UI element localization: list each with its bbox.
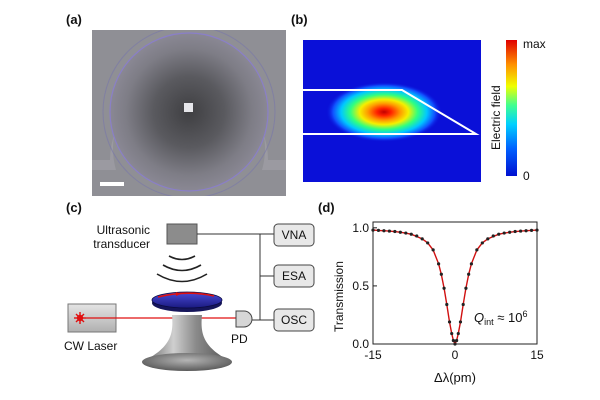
pd-label: PD <box>231 332 248 346</box>
data-point <box>450 331 454 336</box>
data-point <box>398 230 402 234</box>
field-map <box>303 40 517 182</box>
y-tick-label: 0.0 <box>352 337 369 351</box>
vna-box <box>273 223 315 247</box>
data-point <box>437 262 441 266</box>
data-point <box>393 229 397 234</box>
data-point <box>415 234 419 238</box>
data-point <box>439 272 443 276</box>
data-point <box>469 262 473 266</box>
setup-schematic <box>67 223 315 371</box>
data-point <box>529 228 534 232</box>
fit-curve <box>372 229 538 346</box>
data-point <box>453 342 457 346</box>
y-axis-label: Transmission <box>332 261 346 332</box>
vna-label: VNA <box>282 228 307 242</box>
data-point <box>519 229 523 233</box>
colorbar-title: Electric field <box>489 85 503 150</box>
data-point <box>431 248 435 252</box>
data-point <box>458 320 463 324</box>
x-tick-label: -15 <box>364 348 382 362</box>
data-point <box>445 302 449 307</box>
transmission-chart: -15 0 15 0.0 0.5 1.0 <box>352 221 544 362</box>
data-point <box>491 234 495 238</box>
laser-label: CW Laser <box>64 339 117 353</box>
panel-d-label: (d) <box>318 200 335 215</box>
x-axis-label: Δλ(pm) <box>434 370 476 385</box>
osc-label: OSC <box>281 313 307 327</box>
photodetector <box>235 310 253 328</box>
data-point <box>426 241 430 245</box>
x-tick-label: 15 <box>530 348 544 362</box>
panel-b-label: (b) <box>291 12 308 27</box>
data-point <box>455 338 459 343</box>
data-point <box>404 231 408 235</box>
esa-box <box>273 264 315 288</box>
data-point <box>467 272 471 276</box>
colorbar-max-label: max <box>523 37 546 51</box>
plot-frame <box>372 221 538 345</box>
data-point <box>513 229 517 234</box>
y-tick-label: 0.5 <box>352 279 369 293</box>
transducer-label-1: Ultrasonic <box>97 223 150 237</box>
panel-c-label: (c) <box>66 200 82 215</box>
x-tick-label: 0 <box>452 348 459 362</box>
panel-a-label: (a) <box>66 12 82 27</box>
data-point <box>475 248 479 252</box>
data-point <box>447 320 452 324</box>
osc-box <box>273 308 315 332</box>
scale-bar <box>100 182 124 186</box>
data-point <box>409 232 413 236</box>
colorbar <box>506 40 517 176</box>
data-point <box>535 228 539 232</box>
ultrasound-waves <box>156 255 208 283</box>
data-point <box>387 229 391 233</box>
data-point <box>376 228 381 232</box>
center-marker <box>184 103 193 112</box>
colorbar-min-label: 0 <box>523 169 530 183</box>
data-point <box>486 237 490 241</box>
data-point <box>420 237 424 241</box>
q-annotation: Qint ≈ 106 <box>474 309 527 327</box>
esa-label: ESA <box>282 269 306 283</box>
data-point <box>442 286 446 290</box>
microscope-image <box>92 30 286 196</box>
data-point <box>464 286 468 290</box>
data-point <box>508 230 512 234</box>
data-point <box>502 231 506 235</box>
data-point <box>497 232 501 236</box>
pedestal <box>142 315 232 362</box>
data-point <box>461 302 465 307</box>
data-point <box>371 228 375 232</box>
data-point <box>480 241 484 245</box>
transducer-block <box>166 223 198 245</box>
data-point <box>382 229 386 233</box>
data-point <box>524 229 528 233</box>
y-tick-label: 1.0 <box>352 221 369 235</box>
laser-star-icon <box>74 312 86 324</box>
transducer-label-2: transducer <box>93 237 150 251</box>
data-point <box>456 331 460 336</box>
data-point <box>451 338 455 343</box>
